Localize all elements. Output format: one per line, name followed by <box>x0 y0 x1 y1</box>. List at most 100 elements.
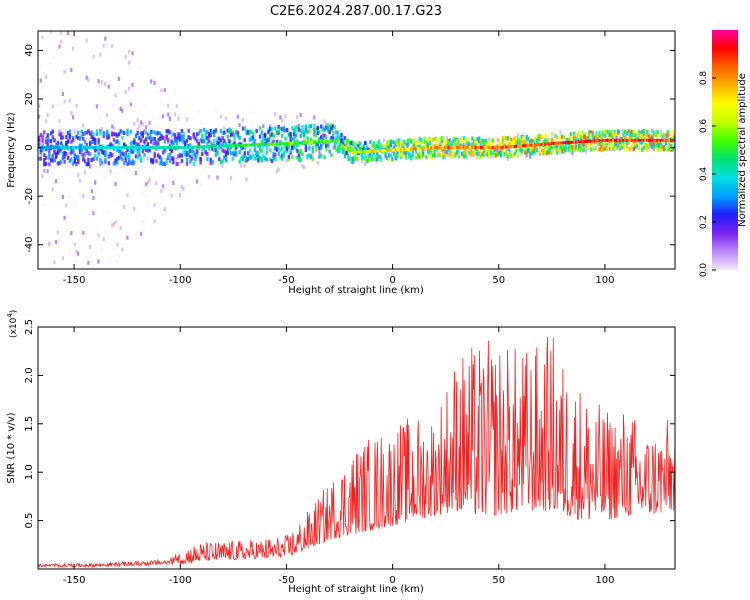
spectrogram-cell <box>68 250 71 255</box>
spectrogram-cell <box>556 141 559 145</box>
spectrogram-cell <box>547 142 550 146</box>
spectrogram-cell <box>603 133 607 138</box>
spectrogram-cell <box>442 155 445 160</box>
spectrogram-cell <box>182 145 185 149</box>
spectrogram-cell <box>257 143 260 147</box>
spectrogram-cell <box>376 151 379 156</box>
spectrogram-cell <box>162 162 165 167</box>
spectrogram-cell <box>272 133 275 138</box>
spectrogram-cell <box>418 136 421 141</box>
spectrogram-cell <box>274 144 277 149</box>
spectrogram-cell <box>162 210 165 215</box>
spectrogram-cell <box>663 133 666 138</box>
spectrogram-cell <box>139 66 143 71</box>
spectrogram-cell <box>122 131 126 136</box>
spectrogram-cell <box>122 161 126 166</box>
spectrogram-cell <box>275 130 279 135</box>
spectrogram-cell <box>510 148 513 153</box>
spectrogram-cell <box>119 129 122 134</box>
spectrogram-cell <box>483 152 486 157</box>
spectrogram-cell <box>70 139 73 144</box>
spectrogram-cell <box>425 142 428 147</box>
spectrogram-cell <box>471 146 474 150</box>
spectrogram-cell <box>639 131 642 136</box>
spectrogram-cell <box>192 145 195 149</box>
spectrogram-cell <box>150 139 153 144</box>
spectrogram-cell <box>635 141 639 146</box>
spectrogram-cell <box>284 144 287 149</box>
spectrogram-cell <box>73 156 77 161</box>
spectrogram-cell <box>571 145 574 150</box>
spectrogram-cell <box>309 124 313 129</box>
spectrogram-cell <box>668 142 671 147</box>
spectrogram-cell <box>627 140 630 145</box>
spectrogram-cell <box>75 162 78 167</box>
spectrogram-cell <box>280 142 284 146</box>
spectrogram-cell <box>226 128 229 133</box>
spectrogram-cell <box>416 145 420 150</box>
spectrogram-cell <box>440 139 443 144</box>
spectrogram-cell <box>557 141 561 145</box>
spectrogram-cell <box>641 129 644 134</box>
spectrogram-cell <box>104 146 107 150</box>
spectrogram-cell <box>221 163 224 168</box>
spectrogram-cell <box>88 143 92 148</box>
spectrogram-cell <box>518 140 522 145</box>
spectrogram-cell <box>537 134 540 139</box>
spectrogram-cell <box>476 155 479 160</box>
spectrogram-cell <box>56 146 60 150</box>
spectrogram-cell <box>539 149 542 154</box>
spectrogram-cell <box>432 153 435 158</box>
spectrogram-cell <box>77 135 80 140</box>
spectrogram-cell <box>610 138 613 142</box>
spectrogram-cell <box>114 161 117 166</box>
spectrogram-cell <box>38 135 41 140</box>
spectrogram-cell <box>564 141 567 145</box>
spectrogram-cell <box>173 133 177 138</box>
spectrogram-cell <box>51 146 54 150</box>
spectrogram-cell <box>109 153 112 158</box>
spectrogram-cell <box>90 146 94 150</box>
spectrogram-cell <box>627 138 630 142</box>
spectrogram-cell <box>287 157 291 162</box>
spectrogram-cell <box>280 153 284 158</box>
spectrogram-cell <box>567 142 571 147</box>
spectrogram-cell <box>201 139 204 144</box>
spectrogram-cell <box>297 149 301 154</box>
spectrogram-cell <box>522 136 525 141</box>
spectrogram-cell <box>520 151 523 156</box>
spectrogram-cell <box>139 156 143 161</box>
spectrogram-cell <box>134 232 138 237</box>
spectrogram-cell <box>651 145 654 150</box>
spectrogram-cell <box>596 147 600 152</box>
spectrogram-y-label: Frequency (Hz) <box>6 112 17 188</box>
spectrogram-cell <box>128 153 131 158</box>
spectrogram-cell <box>262 124 265 129</box>
spectrogram-cell <box>61 92 64 97</box>
spectrogram-cell <box>192 132 195 137</box>
spectrogram-cell <box>206 152 209 157</box>
spectrogram-cell <box>114 132 117 137</box>
spectrogram-cell <box>347 139 350 144</box>
spectrogram-cell <box>209 157 212 162</box>
spectrogram-cell <box>321 133 324 138</box>
spectrogram-cell <box>78 136 82 141</box>
spectrogram-cell <box>143 104 146 109</box>
spectrogram-cell <box>296 155 299 160</box>
spectrogram-cell <box>649 143 652 148</box>
spectrogram-cell <box>348 149 352 153</box>
spectrogram-cell <box>574 144 578 149</box>
snr-multiplier-exp: 4 <box>6 313 14 318</box>
snr-x-ticks: -150 -100 -50 0 50 100 <box>63 327 614 586</box>
spectrogram-cell <box>294 141 297 145</box>
spectrogram-cell <box>488 146 491 150</box>
spectrogram-cell <box>297 153 301 158</box>
spectrogram-cell <box>172 132 175 137</box>
spectrogram-cell <box>382 149 386 153</box>
spectrogram-cell <box>100 146 104 150</box>
spectrogram-cell <box>116 147 119 152</box>
spectrogram-cell <box>111 132 114 137</box>
spectrogram-cell <box>316 141 319 146</box>
spectrogram-cell <box>567 140 571 144</box>
spectrogram-cell <box>41 86 44 91</box>
